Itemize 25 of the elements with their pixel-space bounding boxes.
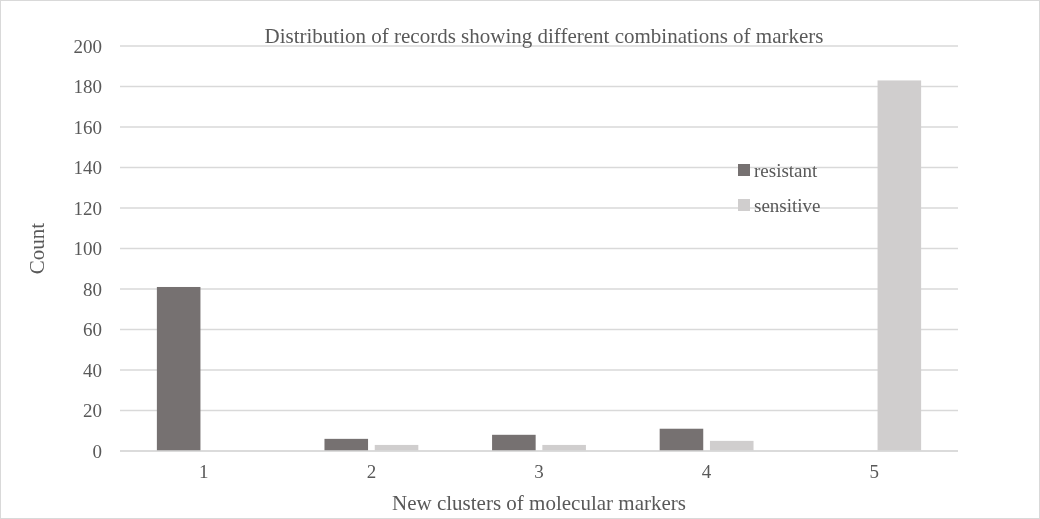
bar — [156, 286, 201, 451]
y-tick-label: 120 — [73, 197, 102, 219]
y-tick-label: 200 — [73, 35, 102, 57]
y-tick-label: 0 — [92, 440, 102, 462]
y-tick-label: 140 — [73, 157, 102, 179]
x-tick-label: 3 — [534, 461, 544, 482]
y-tick-label: 40 — [83, 359, 102, 381]
x-tick-label: 5 — [869, 461, 879, 482]
bar — [659, 428, 704, 451]
x-tick-label: 2 — [366, 461, 377, 482]
x-tick-label: 1 — [199, 461, 209, 482]
legend-label: sensitive — [754, 194, 821, 216]
bar — [324, 438, 369, 451]
y-tick-label: 20 — [83, 400, 102, 422]
chart-title: Distribution of records showing different combinations of markers — [264, 24, 824, 48]
legend-label: resistant — [754, 159, 819, 181]
y-tick-label: 80 — [83, 278, 102, 300]
bar — [492, 434, 536, 451]
y-tick-label: 100 — [73, 238, 102, 260]
y-axis-title: Count — [25, 222, 49, 275]
x-axis-title: New clusters of molecular markers — [392, 491, 686, 515]
y-tick-label: 180 — [73, 76, 102, 98]
x-tick-label: 4 — [701, 461, 712, 482]
y-tick-label: 60 — [83, 319, 102, 341]
y-tick-label: 160 — [73, 116, 102, 138]
